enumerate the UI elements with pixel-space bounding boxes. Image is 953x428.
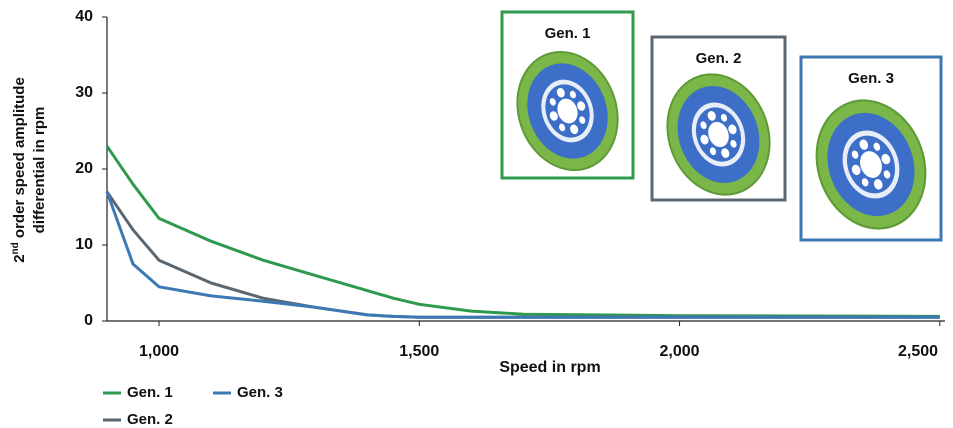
y-tick-label: 10 — [75, 236, 93, 253]
inset-label: Gen. 1 — [545, 25, 591, 42]
legend-label: Gen. 2 — [127, 411, 173, 428]
insets: Gen. 1 Gen. 2 Gen. 3 — [500, 10, 944, 246]
y-tick-label: 40 — [75, 8, 93, 25]
legend-label: Gen. 3 — [237, 384, 283, 401]
inset: Gen. 3 — [798, 55, 944, 246]
x-tick-label: 2,000 — [660, 343, 700, 360]
x-tick-label: 2,500 — [898, 343, 938, 360]
x-tick-label: 1,500 — [399, 343, 439, 360]
x-tick-label: 1,000 — [139, 343, 179, 360]
y-tick-label: 0 — [84, 312, 93, 329]
x-axis-label: Speed in rpm — [499, 359, 600, 376]
inset-label: Gen. 3 — [848, 70, 894, 87]
series-line — [105, 191, 940, 319]
y-tick-label: 20 — [75, 160, 93, 177]
y-axis-label-line2: differential in rpm — [31, 107, 48, 234]
y-label-rest: order speed amplitude — [11, 77, 28, 242]
legend-label: Gen. 1 — [127, 384, 173, 401]
y-label-sup: nd — [10, 242, 21, 254]
legend: Gen. 1 Gen. 2 Gen. 3 — [103, 384, 283, 428]
y-tick-label: 30 — [75, 84, 93, 101]
inset-label: Gen. 2 — [696, 50, 742, 67]
plot: 0 10 20 30 40 1,000 1,500 2,000 2,500 — [75, 8, 941, 360]
inset: Gen. 1 — [500, 10, 635, 186]
y-axis-label: 2nd order speed amplitude differential i… — [10, 77, 48, 263]
inset: Gen. 2 — [649, 35, 788, 211]
series-line — [105, 145, 940, 318]
y-label-base: 2 — [11, 254, 28, 262]
y-axis-label-line1: 2nd order speed amplitude — [10, 77, 28, 263]
